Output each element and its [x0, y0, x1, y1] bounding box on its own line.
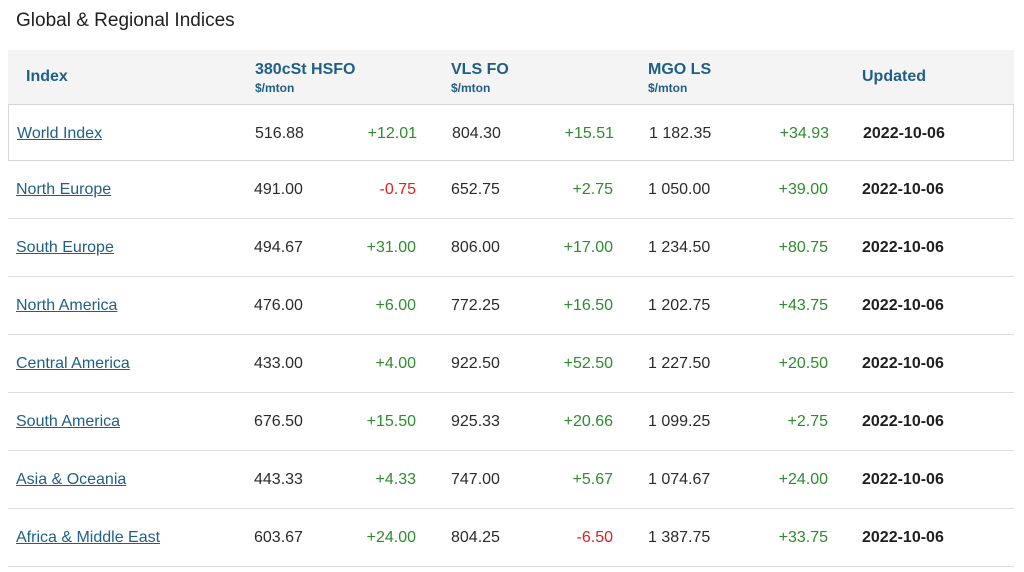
mgols-price: 1 234.50 — [648, 239, 711, 256]
hsfo-change: +4.00 — [375, 355, 416, 372]
updated-date: 2022-10-06 — [862, 239, 944, 256]
mgols-price: 1 099.25 — [648, 413, 711, 430]
vlsfo-price: 652.75 — [451, 181, 500, 198]
hsfo-price: 476.00 — [254, 297, 303, 314]
table-row: Central America 433.00 +4.00 922.50 +52.50 1 … — [8, 335, 1014, 393]
vlsfo-price: 925.33 — [451, 413, 500, 430]
mgols-price: 1 050.00 — [648, 181, 711, 198]
mgols-price: 1 074.67 — [648, 471, 711, 488]
region-cell: Central America — [16, 335, 130, 392]
mgols-price: 1 227.50 — [648, 355, 711, 372]
updated-date: 2022-10-06 — [862, 413, 944, 430]
table-row: Asia & Oceania 443.33 +4.33 747.00 +5.67 1 07… — [8, 451, 1014, 509]
updated-date: 2022-10-06 — [863, 125, 945, 142]
table-header: Index 380cSt HSFO $/mton VLS FO $/mton M… — [8, 50, 1014, 104]
vlsfo-change: -6.50 — [576, 529, 613, 546]
header-mgols-label: MGO LS — [648, 61, 712, 78]
mgols-price: 1 202.75 — [648, 297, 711, 314]
region-link[interactable]: North Europe — [16, 181, 112, 198]
mgols-change: +80.75 — [778, 239, 828, 256]
region-link[interactable]: Africa & Middle East — [16, 529, 161, 546]
header-vlsfo-unit: $/mton — [451, 81, 491, 95]
mgols-change: +43.75 — [778, 297, 828, 314]
header-mgols-unit: $/mton — [648, 81, 688, 95]
hsfo-change: +6.00 — [375, 297, 416, 314]
section-title: Global & Regional Indices — [16, 10, 235, 31]
updated-date: 2022-10-06 — [862, 181, 944, 198]
vlsfo-change: +2.75 — [572, 181, 613, 198]
hsfo-change: +15.50 — [366, 413, 416, 430]
hsfo-price: 603.67 — [254, 529, 303, 546]
vlsfo-change: +17.00 — [563, 239, 613, 256]
header-hsfo-label: 380cSt HSFO — [255, 61, 356, 78]
region-cell: South Europe — [16, 219, 114, 276]
vlsfo-change: +5.67 — [572, 471, 613, 488]
hsfo-price: 491.00 — [254, 181, 303, 198]
table-row: World Index 516.88 +12.01 804.30 +15.51 1 182… — [8, 104, 1014, 161]
hsfo-change: +24.00 — [366, 529, 416, 546]
header-index-label: Index — [26, 68, 68, 85]
hsfo-change: +31.00 — [366, 239, 416, 256]
vlsfo-change: +52.50 — [563, 355, 613, 372]
mgols-price: 1 182.35 — [649, 125, 712, 142]
region-cell: Asia & Oceania — [16, 451, 126, 508]
region-cell: South America — [16, 393, 120, 450]
mgols-change: +24.00 — [778, 471, 828, 488]
vlsfo-change: +15.51 — [564, 125, 614, 142]
header-updated-label: Updated — [862, 68, 926, 85]
region-link[interactable]: North America — [16, 297, 118, 314]
mgols-change: +20.50 — [778, 355, 828, 372]
hsfo-price: 516.88 — [255, 125, 304, 142]
vlsfo-price: 922.50 — [451, 355, 500, 372]
vlsfo-change: +20.66 — [563, 413, 613, 430]
updated-date: 2022-10-06 — [862, 529, 944, 546]
vlsfo-price: 804.30 — [452, 125, 501, 142]
hsfo-price: 443.33 — [254, 471, 303, 488]
mgols-change: +39.00 — [778, 181, 828, 198]
mgols-change: +2.75 — [787, 413, 828, 430]
hsfo-change: +12.01 — [367, 125, 417, 142]
table-row: South America 676.50 +15.50 925.33 +20.66 1 0… — [8, 393, 1014, 451]
vlsfo-price: 806.00 — [451, 239, 500, 256]
region-link[interactable]: World Index — [17, 125, 103, 142]
hsfo-change: +4.33 — [375, 471, 416, 488]
table-row: South Europe 494.67 +31.00 806.00 +17.00 1 23… — [8, 219, 1014, 277]
mgols-change: +34.93 — [779, 125, 829, 142]
vlsfo-price: 747.00 — [451, 471, 500, 488]
region-cell: North Europe — [16, 161, 111, 218]
header-hsfo-unit: $/mton — [255, 81, 295, 95]
hsfo-price: 494.67 — [254, 239, 303, 256]
hsfo-change: -0.75 — [379, 181, 416, 198]
table-row: North America 476.00 +6.00 772.25 +16.50 1 20… — [8, 277, 1014, 335]
region-cell: Africa & Middle East — [16, 509, 160, 566]
vlsfo-price: 804.25 — [451, 529, 500, 546]
hsfo-price: 433.00 — [254, 355, 303, 372]
header-vlsfo-label: VLS FO — [451, 61, 509, 78]
region-link[interactable]: Central America — [16, 355, 130, 372]
region-link[interactable]: South America — [16, 413, 121, 430]
table-row: North Europe 491.00 -0.75 652.75 +2.75 1 050.… — [8, 161, 1014, 219]
updated-date: 2022-10-06 — [862, 471, 944, 488]
region-cell: World Index — [17, 105, 102, 162]
vlsfo-price: 772.25 — [451, 297, 500, 314]
region-cell: North America — [16, 277, 117, 334]
region-link[interactable]: Asia & Oceania — [16, 471, 127, 488]
region-link[interactable]: South Europe — [16, 239, 114, 256]
table-row: Africa & Middle East 603.67 +24.00 804.25 -6… — [8, 509, 1014, 567]
updated-date: 2022-10-06 — [862, 297, 944, 314]
mgols-change: +33.75 — [778, 529, 828, 546]
mgols-price: 1 387.75 — [648, 529, 711, 546]
vlsfo-change: +16.50 — [563, 297, 613, 314]
table-body: World Index 516.88 +12.01 804.30 +15.51 1 182… — [8, 104, 1014, 567]
hsfo-price: 676.50 — [254, 413, 303, 430]
updated-date: 2022-10-06 — [862, 355, 944, 372]
